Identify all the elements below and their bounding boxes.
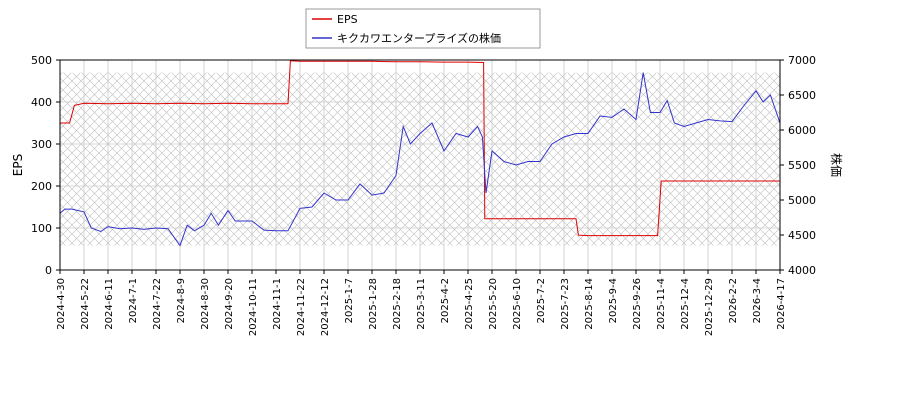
eps-line: [60, 60, 780, 237]
legend-box: [305, 8, 541, 49]
x-tick-label: 2025-12-29: [704, 278, 715, 336]
x-tick-label: 2024-11-22: [296, 278, 307, 336]
y-right-tick-label: 4500: [788, 229, 816, 242]
y-left-tick-label: 200: [31, 180, 52, 193]
x-tick-label: 2025-7-2: [536, 278, 547, 323]
x-tick-label: 2025-3-11: [416, 278, 427, 330]
y-left-tick-label: 0: [45, 264, 52, 277]
legend-label: EPS: [337, 13, 358, 26]
x-tick-label: 2024-12-12: [320, 278, 331, 336]
x-tick-label: 2025-9-4: [608, 278, 619, 323]
x-tick-label: 2025-7-23: [560, 278, 571, 330]
x-tick-label: 2025-12-4: [680, 278, 691, 330]
x-tick-label: 2024-7-1: [128, 278, 139, 323]
y-right-tick-label: 5500: [788, 159, 816, 172]
x-tick-label: 2025-6-10: [512, 278, 523, 330]
x-tick-label: 2025-11-4: [656, 278, 667, 330]
y-left-tick-label: 100: [31, 222, 52, 235]
y-right-tick-label: 6500: [788, 89, 816, 102]
y-left-tick-label: 300: [31, 138, 52, 151]
x-tick-label: 2024-10-11: [248, 278, 259, 336]
x-tick-label: 2024-6-11: [104, 278, 115, 330]
stock-price-line: [60, 72, 780, 247]
x-tick-label: 2025-1-7: [344, 278, 355, 323]
x-tick-label: 2025-8-14: [584, 278, 595, 330]
x-tick-label: 2026-4-17: [776, 278, 787, 330]
x-tick-label: 2025-9-26: [632, 278, 643, 330]
x-tick-label: 2025-4-2: [440, 278, 451, 323]
y-axis-label-right: 株価: [829, 153, 844, 177]
x-tick-label: 2024-4-30: [56, 278, 67, 330]
y-left-tick-label: 400: [31, 96, 52, 109]
y-right-tick-label: 5000: [788, 194, 816, 207]
x-tick-label: 2024-9-20: [224, 278, 235, 330]
x-tick-label: 2024-8-30: [200, 278, 211, 330]
y-left-tick-label: 500: [31, 54, 52, 67]
x-tick-label: 2025-5-20: [488, 278, 499, 330]
x-tick-label: 2025-2-18: [392, 278, 403, 330]
x-tick-label: 2024-11-1: [272, 278, 283, 330]
x-tick-label: 2024-5-22: [80, 278, 91, 330]
x-tick-label: 2025-4-25: [464, 278, 475, 330]
x-tick-label: 2026-2-2: [728, 278, 739, 323]
legend-label: キクカワエンタープライズの株価: [337, 31, 501, 45]
y-axis-label-left: EPS: [11, 154, 25, 176]
y-right-tick-label: 7000: [788, 54, 816, 67]
x-tick-label: 2024-8-9: [176, 278, 187, 323]
y-right-tick-label: 6000: [788, 124, 816, 137]
y-right-tick-label: 4000: [788, 264, 816, 277]
x-tick-label: 2024-7-22: [152, 278, 163, 330]
x-tick-label: 2026-3-4: [752, 278, 763, 323]
x-tick-label: 2025-1-28: [368, 278, 379, 330]
